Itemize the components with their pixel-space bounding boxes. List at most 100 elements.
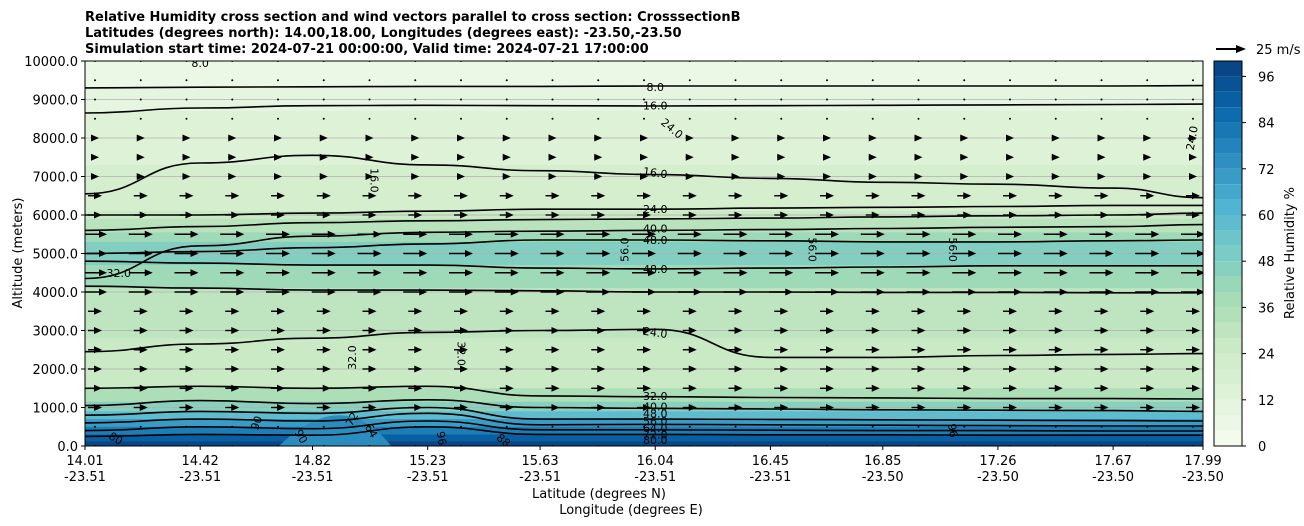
wind-vector: [362, 192, 377, 200]
wind-vector: [591, 384, 606, 392]
wind-vector: [316, 307, 331, 315]
wind-vector: [1140, 404, 1155, 411]
contour-label: 40.0: [643, 400, 668, 413]
wind-vector: [220, 230, 245, 238]
wind-vector: [1094, 307, 1109, 315]
wind-vector: [734, 117, 737, 120]
wind-vector: [1009, 79, 1011, 82]
wind-vector: [1094, 346, 1109, 354]
wind-vector: [499, 365, 514, 373]
wind-vector: [769, 230, 794, 238]
wind-vector: [911, 192, 926, 200]
wind-vector: [637, 192, 651, 200]
y-tick-label: 10000.0: [24, 55, 78, 70]
colorbar-segment: [1214, 415, 1242, 431]
wind-vector: [911, 346, 926, 354]
wind-vector: [94, 98, 96, 101]
wind-vector: [408, 346, 423, 354]
colorbar-segment: [1214, 168, 1242, 185]
wind-vector: [1186, 404, 1200, 411]
wind-vector: [640, 134, 648, 142]
wind-vector: [133, 346, 148, 354]
wind-vector: [865, 211, 880, 219]
wind-vector: [322, 79, 325, 82]
wind-vector: [494, 230, 519, 238]
wind-vector: [133, 384, 148, 392]
wind-vector: [594, 173, 603, 180]
wind-vector: [957, 192, 972, 200]
wind-vector: [1089, 250, 1114, 257]
x-tick-label-lat: 16.45: [752, 454, 789, 469]
wind-vector: [820, 404, 834, 411]
wind-vector: [865, 192, 880, 200]
x-tick-label-lat: 14.01: [66, 454, 103, 469]
wind-vector: [271, 211, 285, 219]
colorbar-segment: [1214, 76, 1242, 92]
wind-vector: [677, 269, 702, 277]
wind-vector: [179, 192, 194, 200]
wind-vector: [998, 269, 1022, 277]
colorbar-tick-label: 84: [1258, 117, 1275, 132]
wind-vector: [823, 134, 831, 142]
wind-vector: [311, 288, 336, 296]
wind-vector: [136, 153, 145, 161]
y-tick-label: 4000.0: [33, 286, 79, 301]
wind-vector: [860, 269, 885, 277]
contour-label: 24.0: [642, 325, 668, 341]
wind-vector: [403, 230, 428, 238]
wind-vector: [952, 230, 977, 238]
wind-vector: [225, 365, 240, 373]
wind-vector: [591, 346, 606, 354]
wind-vector: [179, 346, 194, 354]
wind-vector: [906, 250, 931, 257]
wind-vector: [411, 134, 420, 142]
wind-vector: [502, 153, 511, 161]
wind-vector: [917, 98, 920, 101]
colorbar-segment: [1214, 369, 1242, 385]
wind-vector: [460, 425, 462, 428]
wind-vector: [1192, 98, 1194, 101]
colorbar-segment: [1214, 138, 1242, 154]
wind-vector: [545, 404, 560, 411]
wind-vector: [365, 134, 374, 142]
wind-vector: [780, 425, 783, 428]
wind-vector: [774, 307, 789, 315]
wind-vector: [271, 327, 285, 334]
wind-vector: [682, 384, 697, 392]
wind-vector: [540, 250, 565, 257]
wind-vector: [128, 230, 153, 238]
wind-vector: [225, 384, 240, 392]
wind-vector: [682, 307, 697, 315]
x-axis-label-longitude: Longitude (degrees E): [559, 503, 703, 518]
colorbar-label: Relative Humidity %: [1283, 187, 1298, 319]
quiver-key: 25 m/s: [1216, 43, 1301, 58]
wind-vector: [545, 211, 560, 219]
wind-vector: [586, 269, 611, 277]
wind-vector: [185, 98, 188, 101]
wind-vector: [220, 269, 245, 277]
contour-line-48.0: [85, 406, 1203, 422]
title-line-1: Relative Humidity cross section and wind…: [85, 10, 741, 25]
x-tick-label-lon: -23.50: [1182, 470, 1224, 485]
wind-vector: [1048, 192, 1063, 200]
wind-vector: [1140, 365, 1155, 373]
colorbar: 0 12 24 36 48 60 72 84 96: [1213, 60, 1275, 455]
wind-vector: [85, 230, 107, 238]
wind-vector: [820, 307, 834, 315]
wind-vector: [1100, 98, 1103, 101]
wind-vector: [826, 117, 828, 120]
wind-vector: [266, 250, 290, 257]
x-tick-label-lon: -23.50: [977, 470, 1019, 485]
contour-label: 16.0: [643, 99, 668, 112]
contour-line-16.0: [85, 103, 1203, 114]
colorbar-segment: [1214, 153, 1242, 169]
contour-label: 56.0: [806, 237, 819, 262]
wind-vector: [1051, 153, 1060, 161]
contour-label: 48.0: [643, 263, 668, 276]
wind-vector: [914, 134, 923, 142]
wind-vector: [179, 384, 194, 392]
colorbar-segment: [1214, 184, 1242, 200]
wind-vector: [139, 117, 142, 120]
contour-label: 80: [106, 430, 125, 448]
wind-vector: [820, 211, 834, 219]
